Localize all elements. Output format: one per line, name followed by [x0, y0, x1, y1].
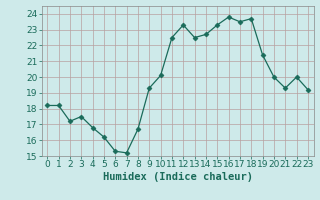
X-axis label: Humidex (Indice chaleur): Humidex (Indice chaleur): [103, 172, 252, 182]
